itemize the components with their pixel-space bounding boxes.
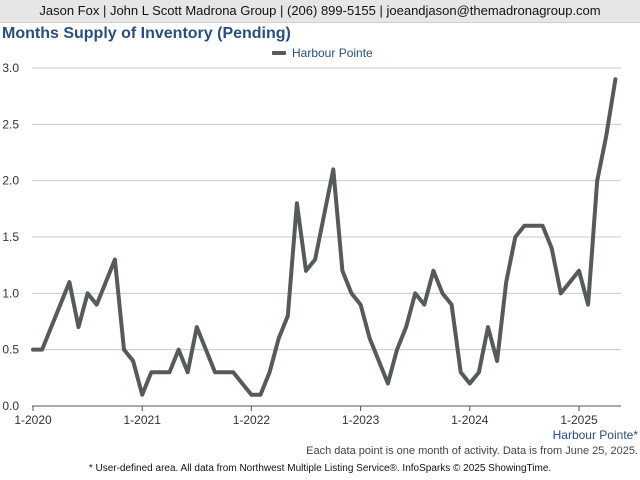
- data-point: [604, 134, 608, 138]
- data-point: [586, 303, 590, 307]
- data-point: [213, 370, 217, 374]
- grid-lines: [32, 67, 621, 407]
- data-point: [340, 269, 344, 273]
- data-point: [568, 280, 572, 284]
- data-point: [313, 258, 317, 262]
- data-point: [522, 224, 526, 228]
- data-point: [204, 348, 208, 352]
- data-point: [377, 359, 381, 363]
- area-label: Harbour Pointe*: [552, 428, 638, 442]
- data-point: [277, 336, 281, 340]
- x-tick-label: 1-2022: [233, 413, 271, 427]
- data-point: [268, 370, 272, 374]
- data-point: [86, 291, 90, 295]
- data-point: [67, 280, 71, 284]
- data-point: [149, 370, 153, 374]
- y-tick-label: 0.0: [2, 399, 19, 413]
- x-tick-label: 1-2023: [342, 413, 380, 427]
- y-tick-label: 1.5: [2, 230, 19, 244]
- data-point: [359, 303, 363, 307]
- data-point: [513, 235, 517, 239]
- data-point: [240, 381, 244, 385]
- data-point: [486, 325, 490, 329]
- contact-header: Jason Fox | John L Scott Madrona Group |…: [0, 0, 640, 23]
- data-point: [504, 280, 508, 284]
- data-point: [422, 303, 426, 307]
- data-point: [495, 359, 499, 363]
- data-point: [577, 269, 581, 273]
- data-point: [404, 325, 408, 329]
- legend[interactable]: Harbour Pointe: [272, 46, 373, 60]
- x-axis: 1-2020 1-2021 1-2022 1-2023 1-2024 1-2025: [14, 405, 621, 427]
- data-point: [459, 370, 463, 374]
- data-point: [350, 291, 353, 295]
- data-point: [322, 212, 326, 216]
- data-point: [140, 393, 144, 397]
- data-note: Each data point is one month of activity…: [306, 445, 638, 457]
- series-layer: [31, 77, 618, 397]
- y-tick-label: 3.0: [2, 61, 19, 75]
- data-point: [304, 269, 308, 273]
- x-tick-label: 1-2024: [451, 413, 489, 427]
- data-point: [168, 370, 171, 374]
- data-point: [331, 167, 335, 171]
- data-point: [186, 370, 190, 374]
- data-point: [413, 291, 417, 295]
- data-point: [259, 393, 262, 397]
- data-point: [613, 77, 617, 81]
- legend-label: Harbour Pointe: [292, 46, 373, 60]
- data-point: [249, 393, 253, 397]
- data-point: [541, 224, 545, 228]
- data-point: [595, 179, 599, 183]
- data-point: [40, 348, 44, 352]
- data-point: [58, 303, 62, 307]
- footer-disclaimer: * User-defined area. All data from North…: [88, 463, 552, 474]
- data-point: [77, 325, 80, 329]
- data-point: [477, 370, 481, 374]
- data-point: [113, 258, 117, 262]
- y-axis-ticks: 0.0 0.5 1.0 1.5 2.0 2.5 3.0: [2, 61, 19, 413]
- x-tick-label: 1-2021: [124, 413, 162, 427]
- data-point: [49, 325, 53, 329]
- data-point: [158, 370, 162, 374]
- data-point: [532, 224, 535, 228]
- data-point: [550, 246, 554, 250]
- y-tick-label: 1.0: [2, 286, 19, 300]
- data-point: [31, 348, 35, 352]
- data-point: [450, 303, 454, 307]
- y-tick-label: 2.0: [2, 174, 19, 188]
- data-point: [559, 291, 563, 295]
- data-point: [295, 201, 299, 205]
- legend-swatch: [272, 51, 286, 55]
- y-tick-label: 2.5: [2, 117, 19, 131]
- data-point: [395, 348, 399, 352]
- data-point: [195, 325, 199, 329]
- chart-title: Months Supply of Inventory (Pending): [2, 25, 291, 42]
- data-point: [386, 381, 390, 385]
- data-point: [95, 303, 99, 307]
- x-tick-label: 1-2020: [14, 413, 52, 427]
- data-point: [286, 314, 290, 318]
- data-point: [431, 269, 435, 273]
- data-point: [122, 348, 126, 352]
- x-tick-label: 1-2025: [560, 413, 598, 427]
- data-point: [441, 291, 444, 295]
- data-point: [131, 359, 135, 363]
- data-point: [231, 370, 235, 374]
- data-point: [468, 381, 472, 385]
- data-point: [104, 280, 108, 284]
- y-tick-label: 0.5: [2, 343, 19, 357]
- data-point: [177, 348, 181, 352]
- data-point: [368, 336, 372, 340]
- data-point: [222, 370, 226, 374]
